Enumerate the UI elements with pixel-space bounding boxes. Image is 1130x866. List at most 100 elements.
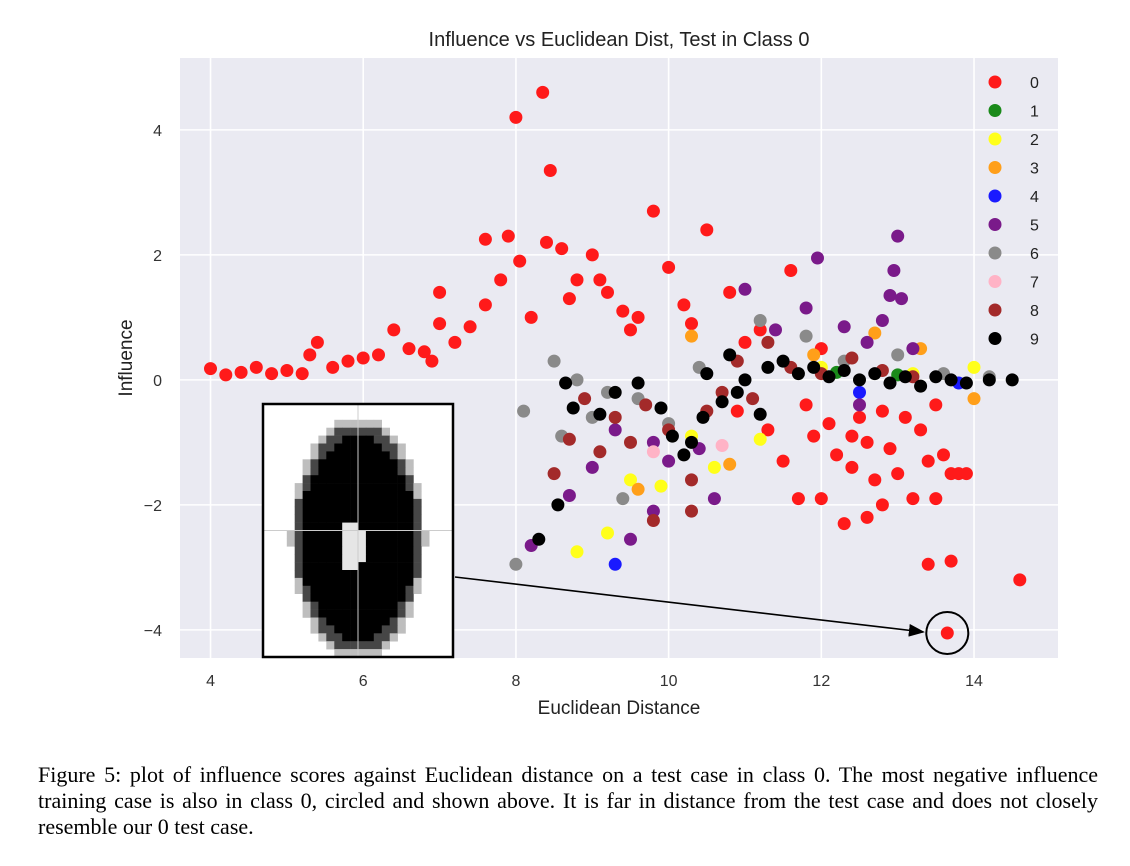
inset-pixel xyxy=(302,593,311,602)
inset-pixel xyxy=(389,570,398,579)
inset-pixel xyxy=(350,451,359,460)
data-point-class-0 xyxy=(738,335,752,349)
data-point-class-0 xyxy=(837,517,851,531)
inset-pixel xyxy=(326,633,335,642)
inset-pixel xyxy=(405,467,414,476)
inset-pixel xyxy=(326,593,335,602)
inset-border xyxy=(261,402,455,659)
data-point-class-8 xyxy=(639,398,653,412)
inset-pixel xyxy=(373,562,382,571)
inset-pixel xyxy=(318,443,327,452)
y-axis-ticks: −4 −2 0 2 4 xyxy=(144,123,162,640)
data-point-class-0 xyxy=(700,223,714,237)
inset-pixel xyxy=(326,435,335,444)
inset-pixel xyxy=(350,625,359,634)
inset-pixel xyxy=(381,491,390,500)
inset-pixel xyxy=(294,514,303,523)
inset-pixel xyxy=(294,483,303,492)
inset-pixel xyxy=(365,625,375,634)
inset-pixel xyxy=(318,554,327,563)
inset-pixel xyxy=(389,443,398,452)
data-point-class-0 xyxy=(478,298,492,312)
inset-pixel xyxy=(365,483,375,492)
data-point-class-2 xyxy=(570,545,584,559)
inset-pixel xyxy=(318,491,327,500)
inset-pixel xyxy=(326,467,335,476)
inset-pixel xyxy=(381,506,390,515)
inset-pixel xyxy=(413,577,422,587)
y-axis-label: Influence xyxy=(116,319,137,396)
legend-marker-0 xyxy=(988,75,1002,89)
inset-pixel xyxy=(373,570,382,579)
data-point-class-9 xyxy=(593,407,607,421)
inset-pixel xyxy=(365,577,375,587)
inset-pixel xyxy=(365,506,375,515)
inset-pixel xyxy=(389,617,398,626)
data-point-class-0 xyxy=(341,354,355,368)
inset-pixel xyxy=(381,633,390,642)
data-point-class-0 xyxy=(310,335,324,349)
inset-pixel xyxy=(358,641,367,650)
inset-pixel xyxy=(389,546,398,555)
inset-pixel xyxy=(381,451,390,460)
data-point-class-0 xyxy=(860,435,874,449)
inset-pixel xyxy=(365,522,375,531)
x-tick-label: 8 xyxy=(511,673,520,690)
inset-pixel xyxy=(397,483,406,492)
inset-pixel xyxy=(381,609,390,618)
data-point-class-0 xyxy=(799,398,813,412)
inset-pixel xyxy=(358,467,367,476)
inset-pixel xyxy=(318,585,327,594)
inset-pixel xyxy=(342,443,351,452)
data-point-class-0 xyxy=(898,410,912,424)
inset-pixel xyxy=(318,546,327,555)
x-tick-label: 4 xyxy=(206,673,215,690)
inset-pixel xyxy=(326,570,335,579)
data-point-class-9 xyxy=(898,370,912,384)
inset-pixel xyxy=(405,577,414,587)
y-tick-label: −4 xyxy=(144,623,162,640)
inset-pixel xyxy=(294,491,303,500)
data-point-class-9 xyxy=(822,370,836,384)
inset-pixel xyxy=(318,467,327,476)
inset-pixel xyxy=(334,570,343,579)
inset-pixel xyxy=(413,483,422,492)
inset-pixel xyxy=(365,585,375,594)
inset-pixel xyxy=(342,593,351,602)
inset-pixel xyxy=(294,530,303,539)
data-point-class-5 xyxy=(707,492,721,506)
data-point-class-0 xyxy=(685,317,698,331)
inset-pixel xyxy=(294,577,303,587)
inset-pixel xyxy=(350,475,359,484)
data-point-class-0 xyxy=(509,110,523,124)
inset-pixel xyxy=(358,491,367,500)
inset-pixel xyxy=(389,601,398,610)
inset-pixel xyxy=(350,459,359,468)
inset-pixel xyxy=(342,475,351,484)
inset-pixel xyxy=(302,475,311,484)
inset-pixel xyxy=(373,522,382,531)
data-point-class-9 xyxy=(776,354,790,368)
data-point-class-0 xyxy=(478,232,492,246)
inset-pixel xyxy=(302,546,311,555)
inset-pixel xyxy=(397,451,406,460)
data-point-class-8 xyxy=(624,435,637,449)
data-point-class-0 xyxy=(616,304,630,318)
x-tick-label: 10 xyxy=(660,673,678,690)
inset-pixel xyxy=(326,554,335,563)
inset-pixel xyxy=(373,483,382,492)
inset-pixel xyxy=(310,467,319,476)
data-point-class-8 xyxy=(761,335,775,349)
legend-label-5: 5 xyxy=(1030,218,1039,235)
inset-pixel xyxy=(334,585,343,594)
data-point-class-0 xyxy=(906,492,920,506)
inset-pixel xyxy=(334,451,343,460)
inset-pixel xyxy=(365,562,375,571)
inset-pixel xyxy=(373,649,382,658)
data-point-class-0 xyxy=(562,292,576,306)
inset-pixel xyxy=(373,609,382,618)
inset-pixel xyxy=(365,451,375,460)
data-point-class-0 xyxy=(295,367,309,381)
inset-pixel xyxy=(373,491,382,500)
data-point-class-5 xyxy=(883,289,897,302)
